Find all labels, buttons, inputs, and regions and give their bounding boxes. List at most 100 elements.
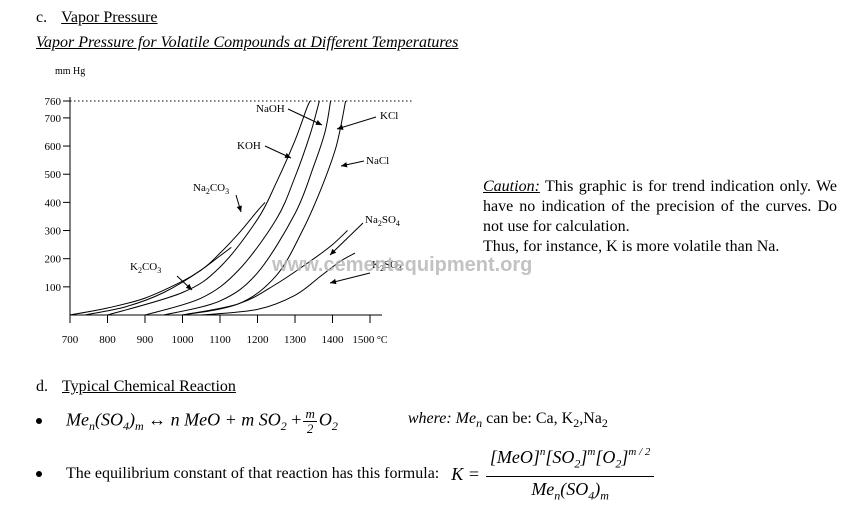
label-arrowhead-icon [185, 283, 192, 290]
caution-line2: Thus, for instance, K is more volatile t… [483, 238, 780, 255]
x-tick-label: 1500 °C [352, 334, 387, 346]
den-m: m [600, 488, 609, 503]
series-label-kcl: KCl [380, 110, 398, 122]
x-tick-label: 700 [62, 334, 79, 346]
x-tick-label: 1200 [247, 334, 270, 346]
label-arrowhead-icon [337, 124, 344, 130]
series-label-na2co3: Na2CO3 [193, 182, 229, 196]
y-tick-label: 200 [45, 254, 62, 266]
num-meo: [MeO] [489, 447, 540, 468]
equilibrium-denominator: Men(SO4)m [527, 477, 613, 508]
chart-ticks: 100 200 300 400 500 600 700 760 700 800 900 1000 110… [45, 96, 388, 346]
curve-koh [107, 100, 311, 316]
reaction-formula: Men(SO4)m ↔ n MeO + m SO2 + m 2 O2 [66, 405, 338, 436]
den-me: Me [531, 479, 555, 499]
equilibrium-k: K = [451, 463, 480, 484]
curve-k2so4 [201, 252, 356, 316]
reaction-me: Me [66, 409, 89, 430]
series-label-naoh: NaOH [256, 103, 285, 115]
y-tick-label: 500 [45, 169, 62, 181]
reaction-o2: O [318, 409, 332, 430]
y-tick-label: 400 [45, 197, 62, 209]
x-tick-label: 1100 [209, 334, 231, 346]
reaction-four: 4 [122, 418, 129, 433]
x-tick-label: 1300 [284, 334, 307, 346]
reaction-plus: + [291, 409, 302, 430]
curve-na2so4 [182, 230, 348, 316]
caution-text: This graphic is for trend indication onl… [483, 178, 837, 235]
chart-axes: mm Hg [55, 66, 412, 316]
series-label-na2so4: Na2SO4 [365, 214, 400, 228]
reaction-so4: (SO [94, 409, 123, 430]
den-n: n [554, 488, 561, 503]
x-tick-label: 900 [137, 334, 154, 346]
num-o2-close: ] [621, 447, 629, 468]
caution-label: Caution: [483, 178, 540, 195]
section-d-title: Typical Chemical Reaction [62, 378, 236, 395]
reaction-m: m [134, 418, 144, 433]
x-tick-label: 1400 [322, 334, 345, 346]
equilibrium-fraction: [MeO]n[SO2]m[O2]m / 2 Men(SO4)m [485, 440, 655, 508]
reaction-o2-sub: 2 [331, 418, 338, 433]
y-tick-label: 700 [45, 113, 62, 125]
where-k-sub: 2 [573, 416, 580, 431]
fraction-denominator: 2 [306, 420, 314, 436]
reaction-arrow: ↔ [148, 409, 167, 430]
fraction-numerator: m [303, 405, 317, 422]
series-label-koh: KOH [237, 140, 261, 152]
num-o2: [O [595, 447, 616, 468]
label-arrowhead-icon [341, 162, 348, 168]
num-sup-m2: m / 2 [628, 446, 651, 459]
section-c-letter: c. [36, 9, 48, 26]
curve-na2co3 [84, 202, 266, 316]
den-so4: (SO [560, 479, 589, 499]
y-tick-label: 300 [45, 226, 62, 238]
y-tick-label: 100 [45, 282, 62, 294]
x-tick-label: 800 [99, 334, 116, 346]
reaction-n: n [88, 418, 95, 433]
caution-note: Caution: This graphic is for trend indic… [483, 177, 837, 257]
series-label-nacl: NaCl [366, 155, 389, 167]
y-axis-label: mm Hg [55, 66, 85, 77]
num-sup-m: m [587, 446, 596, 459]
chart-curves [69, 100, 356, 316]
series-label-k2so4: K2SO4 [372, 259, 402, 273]
equilibrium-bullet: The equilibrium constant of that reactio… [36, 446, 655, 503]
label-arrowhead-icon [284, 153, 291, 158]
label-leader-kcl [336, 116, 377, 130]
section-d-heading: d. Typical Chemical Reaction [36, 378, 236, 396]
x-tick-label: 1000 [172, 334, 195, 346]
chart-series-labels: K2CO3 Na2CO3 KOH NaOH KCl NaCl Na2SO4 K2SO4 [130, 103, 402, 291]
num-sup-n: n [539, 446, 546, 459]
y-tick-label: 600 [45, 141, 62, 153]
num-so2: [SO [545, 447, 575, 468]
label-arrowhead-icon [330, 248, 337, 255]
curve-kcl [163, 100, 332, 316]
reaction-bullet: Men(SO4)m ↔ n MeO + m SO2 + m 2 O2 where: M… [36, 404, 608, 438]
label-leader-naoh [287, 108, 323, 126]
curve-naoh [144, 100, 320, 316]
reaction-mid: n MeO + m SO [170, 409, 281, 430]
where-text: can be: Ca, K [482, 410, 574, 428]
reaction-close: ) [128, 409, 135, 430]
where-note: where: Men can be: Ca, K2,Na2 [408, 410, 608, 431]
series-label-k2co3: K2CO3 [130, 261, 161, 275]
where-na-sub: 2 [601, 416, 608, 431]
section-c-title: Vapor Pressure [61, 9, 158, 26]
y-tick-label: 760 [45, 96, 62, 108]
label-leader-k2so4 [329, 272, 371, 284]
equilibrium-numerator: [MeO]n[SO2]m[O2]m / 2 [485, 440, 655, 477]
section-c-heading: c. Vapor Pressure [36, 9, 158, 27]
label-arrowhead-icon [315, 120, 322, 125]
bullet-dot-icon [36, 471, 42, 477]
num-so2-sub: 2 [574, 457, 581, 471]
den-4: 4 [588, 488, 595, 503]
where-sub: n [476, 416, 483, 431]
bullet-dot-icon [36, 418, 42, 424]
where-na: ,Na [579, 410, 602, 428]
reaction-two: 2 [280, 418, 287, 433]
chart-subtitle: Vapor Pressure for Volatile Compounds at… [36, 34, 459, 51]
section-d-letter: d. [36, 378, 48, 395]
